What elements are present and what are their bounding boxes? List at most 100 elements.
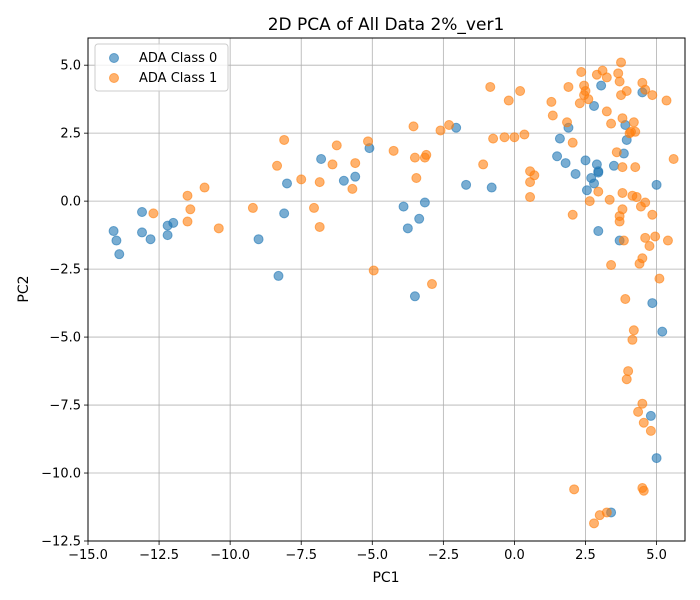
scatter-point-class-1 [647,209,658,220]
scatter-point-class-1 [618,235,629,246]
scatter-point-class-1 [525,192,536,203]
scatter-point-class-1 [567,209,578,220]
scatter-point-class-1 [576,66,587,77]
y-tick-label: −12.5 [41,535,81,550]
scatter-point-class-1 [411,173,422,184]
scatter-point-class-1 [296,174,307,185]
scatter-point-class-0 [645,410,656,421]
scatter-point-class-0 [589,178,600,189]
scatter-point-class-0 [338,175,349,186]
scatter-point-class-0 [486,182,497,193]
legend-marker-class-0 [109,53,119,63]
scatter-point-class-1 [199,182,210,193]
scatter-point-class-1 [611,147,622,158]
scatter-point-class-1 [640,197,651,208]
scatter-point-class-1 [630,126,641,137]
scatter-point-class-0 [657,326,668,337]
scatter-point-class-1 [601,507,612,518]
scatter-point-class-1 [485,81,496,92]
scatter-point-class-0 [137,227,148,238]
scatter-point-class-1 [647,90,658,101]
scatter-point-class-1 [617,162,628,173]
y-tick-label: −7.5 [49,399,81,414]
y-tick-label: −10.0 [41,467,81,482]
scatter-point-class-1 [606,260,617,271]
scatter-point-class-1 [583,94,594,105]
scatter-point-class-1 [584,196,595,207]
y-tick-label: −2.5 [49,263,81,278]
scatter-point-class-1 [644,240,655,251]
scatter-point-class-1 [628,325,639,336]
legend-label-class-0: ADA Class 0 [139,51,217,66]
scatter-point-class-1 [613,68,624,79]
scatter-point-class-0 [552,151,563,162]
x-tick-label: 2.5 [575,548,596,563]
scatter-point-class-1 [519,129,530,140]
legend-box [94,43,229,92]
scatter-point-class-1 [569,484,580,495]
scatter-point-class-0 [402,223,413,234]
legend-label-class-1: ADA Class 1 [139,71,217,86]
legend: ADA Class 0 ADA Class 1 [94,43,229,92]
scatter-point-class-1 [593,186,604,197]
scatter-point-class-1 [563,81,574,92]
scatter-point-class-0 [162,230,173,241]
scatter-point-class-0 [145,234,156,245]
scatter-point-class-0 [253,234,264,245]
x-tick-label: −7.5 [285,548,317,563]
scatter-point-class-0 [108,226,119,237]
scatter-point-class-1 [314,177,325,188]
scatter-point-class-1 [515,86,526,97]
scatter-point-class-1 [363,136,374,147]
scatter-point-class-1 [628,117,639,128]
scatter-point-class-1 [488,133,499,144]
scatter-point-class-0 [398,201,409,212]
scatter-point-class-0 [647,298,658,309]
legend-marker-class-1 [109,73,119,83]
scatter-point-class-1 [640,84,651,95]
y-tick-label: 2.5 [60,127,81,142]
scatter-point-class-0 [570,168,581,179]
data-points [108,57,679,529]
scatter-point-class-0 [414,213,425,224]
scatter-point-class-1 [638,417,649,428]
scatter-point-class-0 [350,171,361,182]
scatter-point-class-1 [617,113,628,124]
scatter-point-class-0 [111,235,122,246]
scatter-point-class-1 [637,398,648,409]
scatter-point-class-1 [631,192,642,203]
scatter-point-class-1 [421,149,432,160]
scatter-point-class-1 [606,118,617,129]
scatter-point-class-1 [279,134,290,145]
y-tick-label: 5.0 [60,59,81,74]
scatter-point-class-1 [662,235,673,246]
scatter-point-class-0 [419,197,430,208]
scatter-point-class-1 [213,223,224,234]
y-tick-label: 0.0 [60,195,81,210]
scatter-point-class-0 [593,166,604,177]
x-tick-label: −10.0 [210,548,250,563]
scatter-point-class-1 [182,190,193,201]
scatter-point-class-1 [327,159,338,170]
scatter-point-class-1 [616,57,627,68]
scatter-point-class-1 [247,202,258,213]
scatter-point-class-1 [654,273,665,284]
y-axis-label: PC2 [16,275,32,302]
scatter-point-class-0 [137,207,148,218]
scatter-point-class-1 [503,95,514,106]
scatter-point-class-0 [554,133,565,144]
scatter-point-class-1 [509,132,520,143]
scatter-point-class-0 [651,179,662,190]
scatter-point-class-1 [547,110,558,121]
plot-frame [87,37,686,542]
scatter-point-class-1 [614,76,625,87]
x-axis-label: PC1 [372,570,399,586]
scatter-point-class-1 [633,406,644,417]
scatter-point-class-0 [589,100,600,111]
scatter-point-class-1 [638,485,649,496]
scatter-point-class-1 [350,158,361,169]
scatter-point-class-1 [546,96,557,107]
scatter-point-class-0 [168,217,179,228]
scatter-point-class-1 [621,86,632,97]
scatter-point-class-1 [408,121,419,132]
